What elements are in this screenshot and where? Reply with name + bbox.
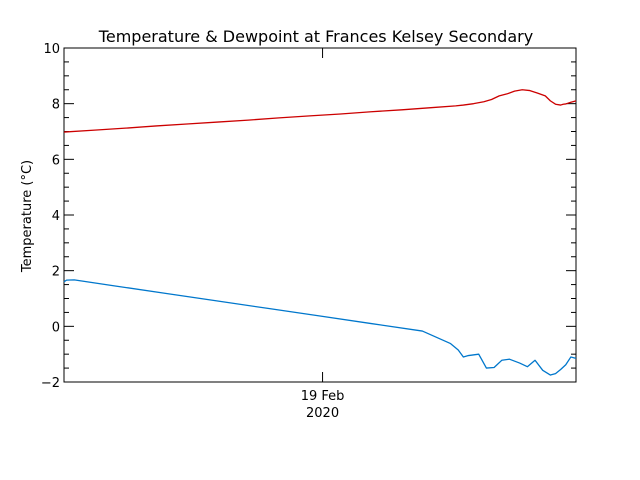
x-tick-label-date: 19 Feb — [301, 389, 345, 404]
temperature-series-line — [63, 89, 577, 133]
chart-title: Temperature & Dewpoint at Frances Kelsey… — [98, 27, 533, 46]
y-tick-label: −2 — [41, 376, 60, 391]
y-axis-label: Temperature (°C) — [20, 160, 35, 273]
dewpoint-series-line — [63, 279, 577, 376]
y-tick-label: 8 — [52, 98, 60, 113]
y-tick-label: 6 — [52, 153, 60, 168]
y-tick-label: 4 — [52, 209, 60, 224]
y-tick-label: 0 — [52, 320, 60, 335]
x-tick-label-year: 2020 — [306, 406, 339, 421]
y-tick-label: 10 — [43, 42, 60, 57]
plot-frame — [63, 47, 577, 383]
y-tick-label: 2 — [52, 265, 60, 280]
